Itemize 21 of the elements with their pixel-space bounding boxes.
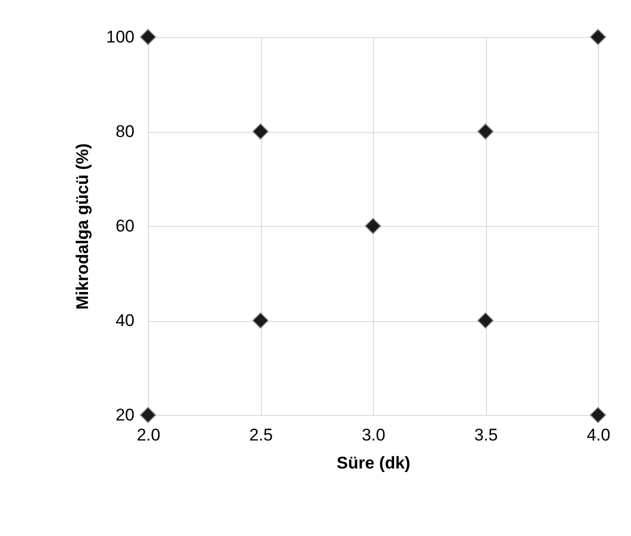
x-tick-label: 3.5 <box>474 426 498 444</box>
x-tick-label: 2.0 <box>136 426 160 444</box>
point <box>252 312 269 329</box>
y-tick-label: 20 <box>116 406 134 424</box>
y-tick-label: 100 <box>106 28 134 46</box>
point <box>590 28 606 46</box>
point <box>477 312 494 329</box>
x-axis-title: Süre (dk) <box>336 454 410 472</box>
point <box>140 28 156 46</box>
point <box>364 218 382 234</box>
y-tick-label: 60 <box>116 216 134 236</box>
y-tick-label: 80 <box>116 122 134 141</box>
x-tick-label: 2.5 <box>249 426 273 444</box>
y-axis-title: Mikrodalga gücü (%) <box>73 143 92 310</box>
x-tick-label: 4.0 <box>586 426 610 444</box>
point <box>477 123 494 140</box>
point <box>590 406 606 424</box>
x-tick-label: 3.0 <box>362 426 386 444</box>
y-tick-label: 40 <box>116 311 134 330</box>
point <box>252 123 269 140</box>
point <box>140 406 156 424</box>
